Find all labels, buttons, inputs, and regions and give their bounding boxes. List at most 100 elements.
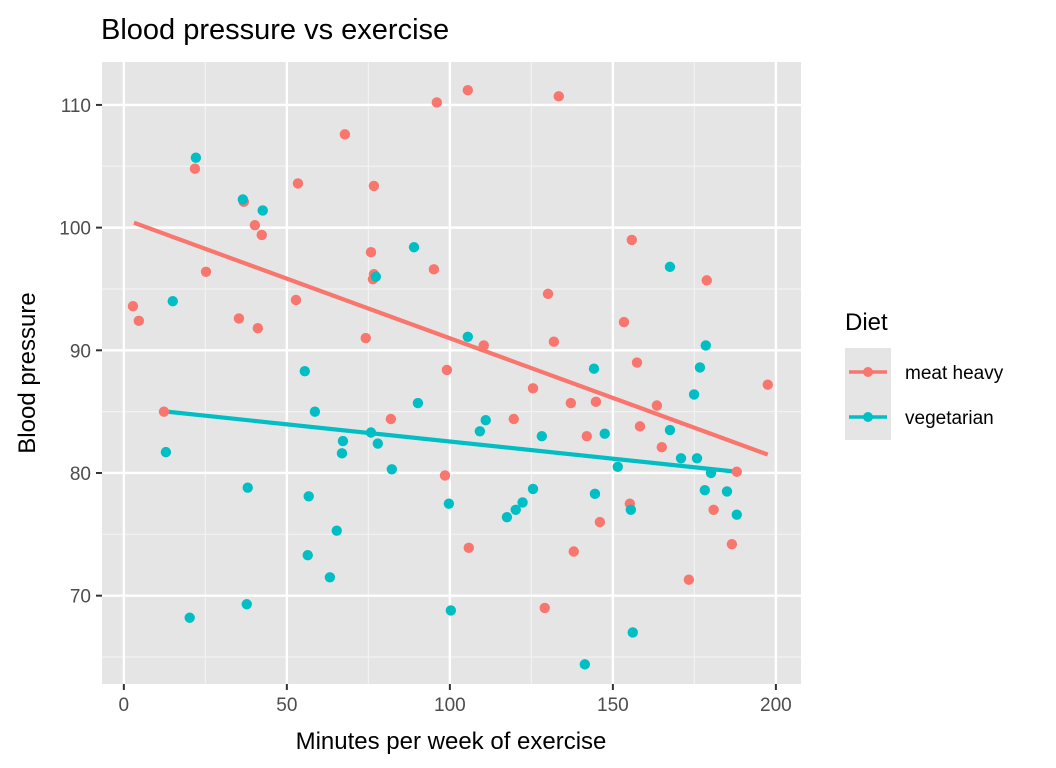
data-point-vegetarian (705, 467, 717, 479)
data-point-vegetarian (675, 453, 687, 464)
data-point-meat-heavy (527, 383, 539, 394)
data-point-meat-heavy (368, 180, 380, 192)
data-point-vegetarian (445, 605, 457, 616)
data-point-vegetarian (365, 427, 377, 438)
plot-panel (102, 62, 801, 684)
data-point-meat-heavy (431, 97, 443, 108)
data-point-vegetarian (302, 549, 313, 561)
x-tick-label: 50 (276, 695, 297, 716)
data-point-meat-heavy (568, 546, 579, 557)
data-point-vegetarian (443, 498, 455, 509)
data-point-vegetarian (331, 525, 342, 536)
x-tick-label: 100 (434, 695, 466, 716)
chart-title: Blood pressure vs exercise (101, 14, 449, 46)
data-point-meat-heavy (462, 85, 474, 96)
data-point-meat-heavy (439, 470, 451, 481)
data-point-meat-heavy (618, 316, 630, 328)
x-axis: 0 50 100 150 200 (119, 684, 792, 716)
major-gridlines (102, 62, 801, 684)
data-point-meat-heavy (463, 542, 474, 554)
data-point-vegetarian (731, 509, 742, 520)
data-point-meat-heavy (233, 313, 245, 324)
y-tick-label: 110 (61, 96, 91, 117)
data-point-meat-heavy (478, 340, 489, 351)
data-point-vegetarian (337, 435, 349, 447)
legend-label-vegetarian: vegetarian (905, 408, 994, 429)
y-tick-label: 70 (70, 587, 91, 608)
data-point-vegetarian (309, 406, 321, 417)
data-point-meat-heavy (441, 364, 453, 376)
data-point-vegetarian (527, 483, 539, 495)
data-point-vegetarian (408, 242, 420, 253)
data-point-meat-heavy (594, 516, 606, 528)
data-point-meat-heavy (731, 466, 742, 477)
data-point-meat-heavy (651, 400, 663, 411)
data-point-meat-heavy (539, 602, 550, 614)
data-point-vegetarian (372, 438, 384, 449)
data-point-vegetarian (517, 497, 528, 508)
data-point-vegetarian (257, 205, 268, 216)
data-point-vegetarian (190, 152, 202, 163)
data-point-vegetarian (579, 659, 591, 670)
legend-point-meat-heavy (863, 367, 873, 377)
data-point-meat-heavy (553, 91, 564, 102)
legend-point-vegetarian (863, 412, 873, 422)
legend-item-meat-heavy: meat heavy (849, 363, 1004, 384)
data-point-meat-heavy (701, 275, 712, 286)
data-point-vegetarian (700, 340, 712, 351)
data-point-vegetarian (299, 365, 310, 377)
data-point-meat-heavy (127, 300, 139, 312)
data-point-vegetarian (386, 464, 398, 475)
data-point-meat-heavy (683, 574, 695, 585)
data-point-vegetarian (370, 271, 382, 282)
data-point-vegetarian (242, 482, 253, 493)
data-point-meat-heavy (656, 442, 667, 453)
data-point-meat-heavy (590, 396, 602, 408)
data-point-meat-heavy (581, 430, 593, 442)
x-tick-label: 200 (760, 695, 792, 716)
data-point-vegetarian (462, 331, 474, 343)
data-point-vegetarian (664, 261, 676, 273)
data-point-vegetarian (721, 486, 733, 497)
data-point-meat-heavy (292, 178, 304, 189)
data-point-meat-heavy (626, 234, 637, 246)
data-point-meat-heavy (252, 323, 264, 334)
y-axis: 70 80 90 100 110 (59, 96, 102, 608)
data-points (127, 85, 773, 670)
data-point-meat-heavy (158, 406, 170, 417)
legend-label-meat-heavy: meat heavy (905, 363, 1004, 384)
data-point-meat-heavy (290, 294, 302, 306)
legend-item-vegetarian: vegetarian (849, 408, 994, 429)
data-point-vegetarian (688, 389, 700, 400)
data-point-meat-heavy (708, 504, 719, 515)
data-point-vegetarian (480, 415, 491, 426)
data-point-vegetarian (599, 428, 610, 439)
legend-title: Diet (845, 309, 888, 336)
data-point-vegetarian (324, 572, 336, 583)
data-point-vegetarian (167, 296, 178, 307)
data-point-vegetarian (699, 484, 711, 496)
data-point-meat-heavy (249, 219, 261, 231)
data-point-meat-heavy (133, 315, 145, 327)
data-point-meat-heavy (339, 129, 351, 140)
minor-gridlines (102, 62, 801, 684)
data-point-vegetarian (691, 453, 703, 464)
data-point-vegetarian (412, 397, 424, 409)
data-point-meat-heavy (256, 229, 267, 241)
data-point-vegetarian (625, 504, 637, 515)
data-point-vegetarian (612, 461, 623, 473)
legend-key-background (845, 348, 891, 440)
data-point-meat-heavy (548, 336, 560, 347)
x-tick-label: 150 (597, 695, 629, 716)
data-point-vegetarian (536, 430, 548, 442)
trend-line-vegetarian (166, 409, 737, 474)
data-point-vegetarian (510, 504, 521, 515)
data-point-meat-heavy (508, 413, 519, 425)
data-point-meat-heavy (631, 357, 643, 368)
data-point-meat-heavy (726, 538, 738, 550)
data-point-meat-heavy (360, 332, 371, 344)
data-point-meat-heavy (762, 379, 773, 390)
data-point-meat-heavy (542, 288, 554, 300)
trend-lines (133, 220, 769, 474)
